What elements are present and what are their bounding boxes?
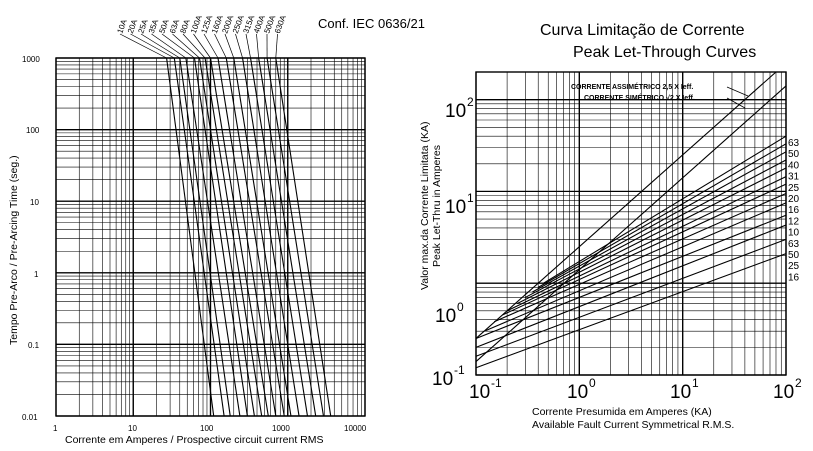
right-curve-label: 50	[788, 250, 800, 261]
right-x-tick-base: 10	[670, 382, 691, 403]
left-x-ticks: 1 10 100 1000 10000	[53, 424, 367, 433]
left-y-tick: 1000	[22, 55, 40, 64]
right-curve-label: 63	[788, 239, 800, 250]
right-curve-20	[507, 177, 786, 311]
right-curve-label: 25	[788, 183, 800, 194]
right-curve-label: 10	[788, 228, 800, 239]
left-rating-leader	[276, 34, 278, 58]
right-x-tick-exp: 1	[692, 376, 699, 390]
left-x-tick: 100	[200, 424, 214, 433]
right-curve-label: 50	[788, 149, 800, 160]
right-y-tick-base: 10	[432, 369, 453, 390]
left-curve-200A	[234, 58, 291, 416]
left-rating-leader	[162, 34, 194, 58]
right-y-axis-label-en: Peak Let-Thru in Amperes	[431, 145, 443, 267]
left-y-tick: 10	[30, 198, 39, 207]
left-x-tick: 1	[53, 424, 58, 433]
left-curve-80A	[205, 58, 262, 416]
right-curve-40	[532, 152, 786, 292]
left-x-axis-label: Corrente em Amperes / Prospective circui…	[65, 434, 324, 446]
right-x-tick-base: 10	[469, 382, 490, 403]
left-y-tick: 1	[34, 270, 39, 279]
right-y-tick-exp: 1	[467, 191, 474, 205]
left-rating-labels: 10A20A25A35A50A63A80A100A125A160A200A250…	[115, 13, 288, 58]
left-rating-leader	[131, 34, 175, 58]
right-curve-16	[502, 184, 786, 315]
right-x-tick-base: 10	[567, 382, 588, 403]
left-x-tick: 10	[128, 424, 137, 433]
left-grid	[56, 58, 365, 416]
right-y-tick-base: 10	[445, 197, 466, 218]
right-x-axis-label-pt: Corrente Presumida em Amperes (KA)	[532, 406, 712, 418]
right-x-tick-exp: 0	[589, 376, 596, 390]
left-rating-leader	[257, 34, 259, 58]
left-standard-label: Conf. IEC 0636/21	[318, 16, 425, 31]
right-curve-label: 16	[788, 205, 800, 216]
left-y-tick: 100	[26, 126, 40, 135]
right-curve-label: 16	[788, 272, 800, 283]
left-x-tick: 10000	[344, 424, 367, 433]
left-chart: 10A20A25A35A50A63A80A100A125A160A200A250…	[8, 13, 425, 446]
right-title-en: Peak Let-Through Curves	[573, 44, 756, 61]
left-rating-leader	[246, 34, 251, 58]
right-y-tick-base: 10	[445, 101, 466, 122]
right-x-tick-exp: -1	[491, 376, 502, 390]
left-x-tick: 1000	[272, 424, 290, 433]
left-curve-20A	[174, 58, 224, 416]
left-fuse-curves	[167, 58, 331, 416]
right-curve-label: 20	[788, 194, 800, 205]
asym-reference-line	[476, 72, 776, 338]
right-x-tick-exp: 2	[795, 376, 802, 390]
asym-line-label: CORRENTE ASSIMÉTRICO 2,5 X Ieff.	[571, 82, 693, 91]
right-y-tick-exp: 2	[467, 95, 474, 109]
left-rating-leader	[120, 34, 167, 58]
right-y-axis-label-pt: Valor max.da Corrente Limitata (KA)	[419, 122, 431, 290]
sym-line-label: CORRENTE SIMÉTRICO √2 X Ieff.	[584, 93, 695, 102]
right-let-through-curves	[476, 72, 786, 368]
right-x-ticks: 10 -1 10 0 10 1 10 2	[469, 376, 802, 403]
right-x-axis-label-en: Available Fault Current Symmetrical R.M.…	[532, 419, 734, 431]
right-y-tick-exp: -1	[454, 363, 465, 377]
right-curve-label: 31	[788, 172, 800, 183]
right-curve-10	[484, 203, 786, 331]
right-curve-label: 25	[788, 261, 800, 272]
right-title-pt: Curva Limitação de Corrente	[540, 22, 745, 39]
left-y-tick: 0.1	[28, 341, 40, 350]
left-curve-10A	[167, 58, 214, 416]
right-curve-label: 63	[788, 138, 800, 149]
right-y-tick-exp: 0	[457, 300, 464, 314]
right-y-tick-base: 10	[435, 306, 456, 327]
left-y-axis-label: Tempo Pre-Arco / Pre-Arcing Time (seg.)	[8, 155, 20, 345]
left-curve-35A	[186, 58, 240, 416]
right-curve-50	[476, 225, 786, 347]
right-curve-label: 40	[788, 160, 800, 171]
right-x-tick-base: 10	[773, 382, 794, 403]
left-y-tick: 0.01	[22, 413, 38, 422]
left-rating-leader	[141, 34, 180, 58]
left-y-ticks: 1000 100 10 1 0.1 0.01	[22, 55, 40, 422]
left-rating-leader	[225, 34, 234, 58]
right-curve-50	[538, 144, 786, 288]
right-curve-label: 12	[788, 216, 800, 227]
left-rating-leader	[236, 34, 243, 58]
left-rating-leader	[152, 34, 186, 58]
